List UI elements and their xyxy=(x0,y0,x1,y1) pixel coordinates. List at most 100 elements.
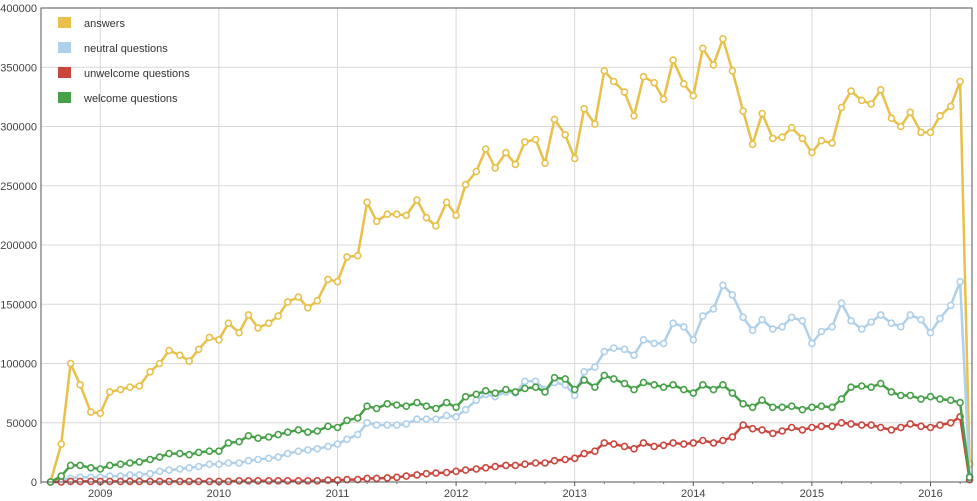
data-point-answers xyxy=(392,210,401,218)
data-point-unwelcome-questions xyxy=(135,477,144,486)
data-point-unwelcome-questions xyxy=(689,439,698,447)
data-point-answers xyxy=(709,61,718,69)
data-point-answers xyxy=(748,140,757,149)
data-point-unwelcome-questions xyxy=(383,474,392,482)
data-point-answers xyxy=(817,136,826,145)
data-point-neutral-questions xyxy=(521,377,529,386)
data-point-answers xyxy=(383,210,392,218)
data-point-unwelcome-questions xyxy=(205,477,214,486)
data-point-unwelcome-questions xyxy=(798,426,807,434)
y-tick-label: 150000 xyxy=(0,299,37,311)
data-point-neutral-questions xyxy=(748,326,757,335)
data-point-unwelcome-questions xyxy=(392,473,401,482)
data-point-unwelcome-questions xyxy=(561,455,570,464)
data-point-answers xyxy=(176,351,184,360)
data-point-neutral-questions xyxy=(472,396,481,405)
data-point-neutral-questions xyxy=(828,322,836,331)
data-point-welcome-questions xyxy=(155,453,164,461)
data-point-unwelcome-questions xyxy=(659,441,668,450)
data-point-unwelcome-questions xyxy=(550,456,559,465)
series-neutral-questions xyxy=(46,277,974,486)
data-point-welcome-questions xyxy=(887,388,896,396)
data-point-neutral-questions xyxy=(372,421,381,429)
x-tick-label: 2013 xyxy=(562,488,586,500)
data-point-unwelcome-questions xyxy=(748,424,757,433)
data-point-answers xyxy=(630,112,638,120)
data-point-neutral-questions xyxy=(719,281,727,290)
data-point-neutral-questions xyxy=(768,325,777,333)
data-point-answers xyxy=(66,359,75,368)
data-point-unwelcome-questions xyxy=(778,427,787,435)
data-point-answers xyxy=(472,167,481,176)
data-point-welcome-questions xyxy=(96,465,105,473)
data-point-answers xyxy=(185,357,193,365)
data-point-answers xyxy=(294,293,303,301)
data-point-answers xyxy=(828,139,836,147)
data-point-unwelcome-questions xyxy=(165,477,173,486)
data-point-welcome-questions xyxy=(76,461,84,470)
data-point-unwelcome-questions xyxy=(709,439,718,447)
data-point-neutral-questions xyxy=(303,446,312,454)
data-point-neutral-questions xyxy=(146,469,154,478)
data-point-welcome-questions xyxy=(363,402,371,411)
data-point-welcome-questions xyxy=(392,401,401,409)
data-point-welcome-questions xyxy=(936,395,944,403)
data-point-neutral-questions xyxy=(343,435,351,444)
data-point-answers xyxy=(324,275,332,284)
series-unwelcome-questions xyxy=(46,412,974,486)
y-tick-label: 300000 xyxy=(0,122,37,134)
data-point-welcome-questions xyxy=(917,395,925,403)
data-point-welcome-questions xyxy=(847,383,855,392)
data-point-unwelcome-questions xyxy=(76,477,84,486)
data-point-welcome-questions xyxy=(283,428,292,437)
data-point-answers xyxy=(857,96,866,105)
data-point-answers xyxy=(57,440,66,448)
data-point-neutral-questions xyxy=(600,347,609,356)
data-point-answers xyxy=(432,222,440,230)
data-point-unwelcome-questions xyxy=(531,459,540,467)
data-point-welcome-questions xyxy=(254,434,262,443)
data-point-welcome-questions xyxy=(639,378,648,387)
data-point-welcome-questions xyxy=(591,383,599,392)
data-point-unwelcome-questions xyxy=(609,440,618,448)
data-point-answers xyxy=(679,80,688,88)
y-tick-label: 0 xyxy=(31,477,37,489)
data-point-neutral-questions xyxy=(896,322,905,331)
data-point-welcome-questions xyxy=(333,423,342,432)
data-point-neutral-questions xyxy=(461,405,470,414)
data-point-unwelcome-questions xyxy=(698,436,707,445)
data-point-neutral-questions xyxy=(264,454,273,463)
data-point-answers xyxy=(363,198,371,207)
legend: answers neutral questions unwelcome questi… xyxy=(58,17,190,105)
legend-label-neutral-questions: neutral questions xyxy=(84,43,168,55)
data-point-unwelcome-questions xyxy=(787,423,796,432)
data-point-welcome-questions xyxy=(876,379,885,388)
legend-swatch-unwelcome-questions xyxy=(58,67,71,78)
data-point-unwelcome-questions xyxy=(402,472,411,480)
data-point-answers xyxy=(502,148,510,157)
data-point-welcome-questions xyxy=(324,422,332,431)
data-point-welcome-questions xyxy=(116,460,125,469)
data-point-unwelcome-questions xyxy=(106,477,114,486)
data-point-answers xyxy=(165,346,173,355)
data-point-welcome-questions xyxy=(541,388,549,396)
data-point-neutral-questions xyxy=(679,322,688,331)
data-point-answers xyxy=(787,123,796,132)
data-point-unwelcome-questions xyxy=(452,467,460,476)
data-point-welcome-questions xyxy=(698,380,707,389)
data-point-welcome-questions xyxy=(630,385,638,394)
data-point-answers xyxy=(372,217,381,226)
data-point-neutral-questions xyxy=(224,459,233,467)
data-point-welcome-questions xyxy=(176,449,184,458)
data-point-neutral-questions xyxy=(244,456,253,465)
data-point-unwelcome-questions xyxy=(176,477,184,486)
data-point-neutral-questions xyxy=(946,301,955,310)
data-point-welcome-questions xyxy=(194,448,203,457)
data-point-neutral-questions xyxy=(837,299,846,307)
data-point-answers xyxy=(798,134,807,143)
data-point-welcome-questions xyxy=(946,396,955,405)
legend-swatch-neutral-questions xyxy=(58,42,71,53)
data-point-neutral-questions xyxy=(452,412,460,421)
data-point-answers xyxy=(659,95,668,103)
data-point-answers xyxy=(956,77,964,86)
